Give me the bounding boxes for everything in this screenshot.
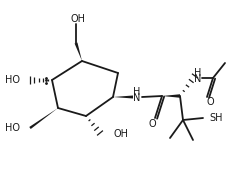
Polygon shape xyxy=(162,94,180,98)
Text: N: N xyxy=(194,74,202,84)
Text: N: N xyxy=(133,93,141,103)
Text: OH: OH xyxy=(71,14,86,24)
Polygon shape xyxy=(113,96,133,98)
Text: HO: HO xyxy=(5,75,20,85)
Polygon shape xyxy=(75,42,82,61)
Text: OH: OH xyxy=(113,129,128,139)
Text: O: O xyxy=(148,119,156,129)
Polygon shape xyxy=(29,108,58,129)
Text: H: H xyxy=(194,68,202,78)
Text: H: H xyxy=(133,87,141,97)
Text: HO: HO xyxy=(5,123,20,133)
Text: O: O xyxy=(206,97,214,107)
Text: SH: SH xyxy=(209,113,223,123)
